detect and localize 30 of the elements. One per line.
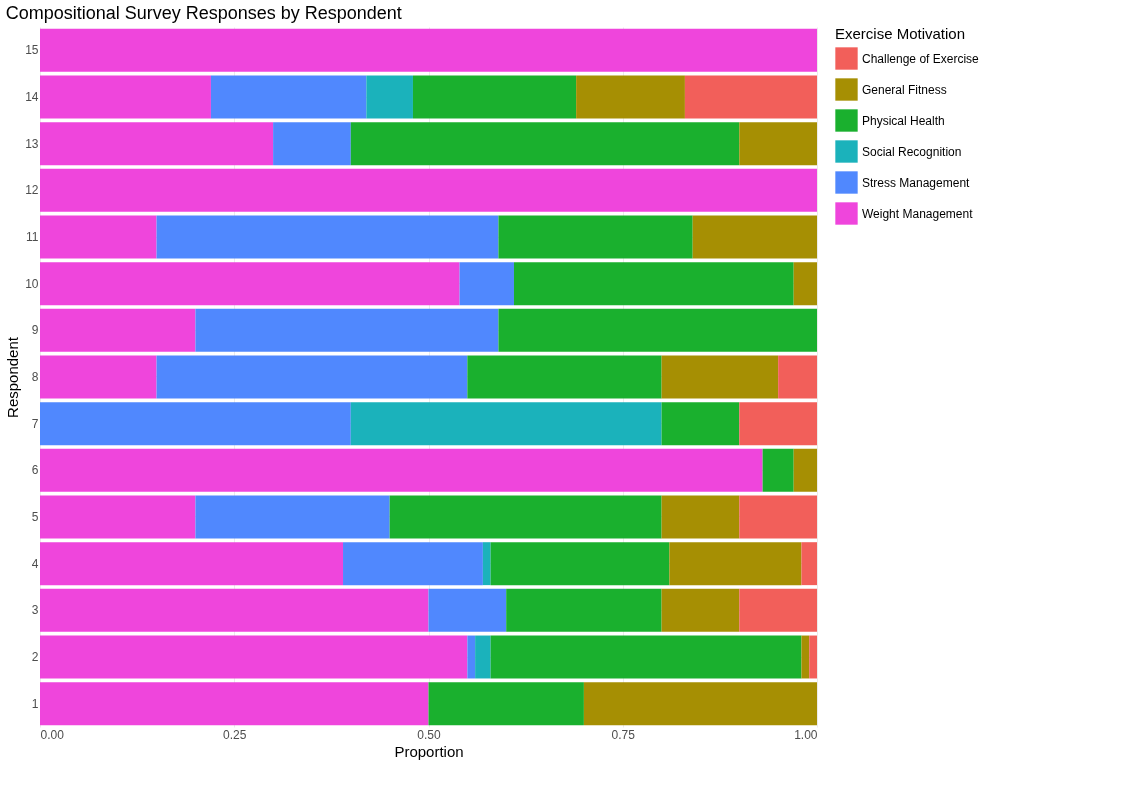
x-tick-label: 0.25 bbox=[223, 727, 247, 742]
y-tick-label: 11 bbox=[26, 230, 39, 244]
y-tick-label: 9 bbox=[31, 323, 39, 338]
x-tick-label: 1.00 bbox=[794, 727, 818, 742]
chart-title: Compositional Survey Responses by Respondent bbox=[5, 3, 402, 23]
legend-label: General Fitness bbox=[862, 82, 947, 97]
y-axis-title: Respondent bbox=[4, 336, 22, 418]
y-tick-label: 12 bbox=[25, 183, 39, 198]
y-tick-label: 5 bbox=[31, 510, 39, 524]
y-tick-label: 15 bbox=[25, 43, 39, 58]
y-tick-label: 2 bbox=[31, 650, 39, 664]
y-tick-label: 10 bbox=[25, 276, 39, 291]
x-axis-title: Proportion bbox=[394, 742, 464, 760]
legend-label: Physical Health bbox=[862, 113, 945, 128]
legend-label: Challenge of Exercise bbox=[862, 51, 980, 66]
x-tick-label: 0.75 bbox=[611, 727, 636, 742]
legend-label: Social Recognition bbox=[862, 144, 962, 159]
y-tick-label: 6 bbox=[31, 463, 39, 478]
y-tick-label: 1 bbox=[31, 696, 39, 711]
legend-label: Weight Management bbox=[862, 206, 974, 221]
y-tick-label: 7 bbox=[31, 416, 39, 431]
y-tick-label: 8 bbox=[31, 370, 39, 384]
legend-label: Stress Management bbox=[862, 175, 971, 190]
y-tick-label: 13 bbox=[25, 136, 39, 151]
x-tick-label: 0.00 bbox=[40, 727, 65, 742]
x-tick-label: 0.50 bbox=[417, 727, 441, 742]
legend-title: Exercise Motivation bbox=[835, 25, 966, 42]
y-tick-label: 3 bbox=[31, 603, 39, 618]
y-tick-label: 14 bbox=[25, 90, 39, 104]
y-tick-label: 4 bbox=[31, 556, 39, 571]
